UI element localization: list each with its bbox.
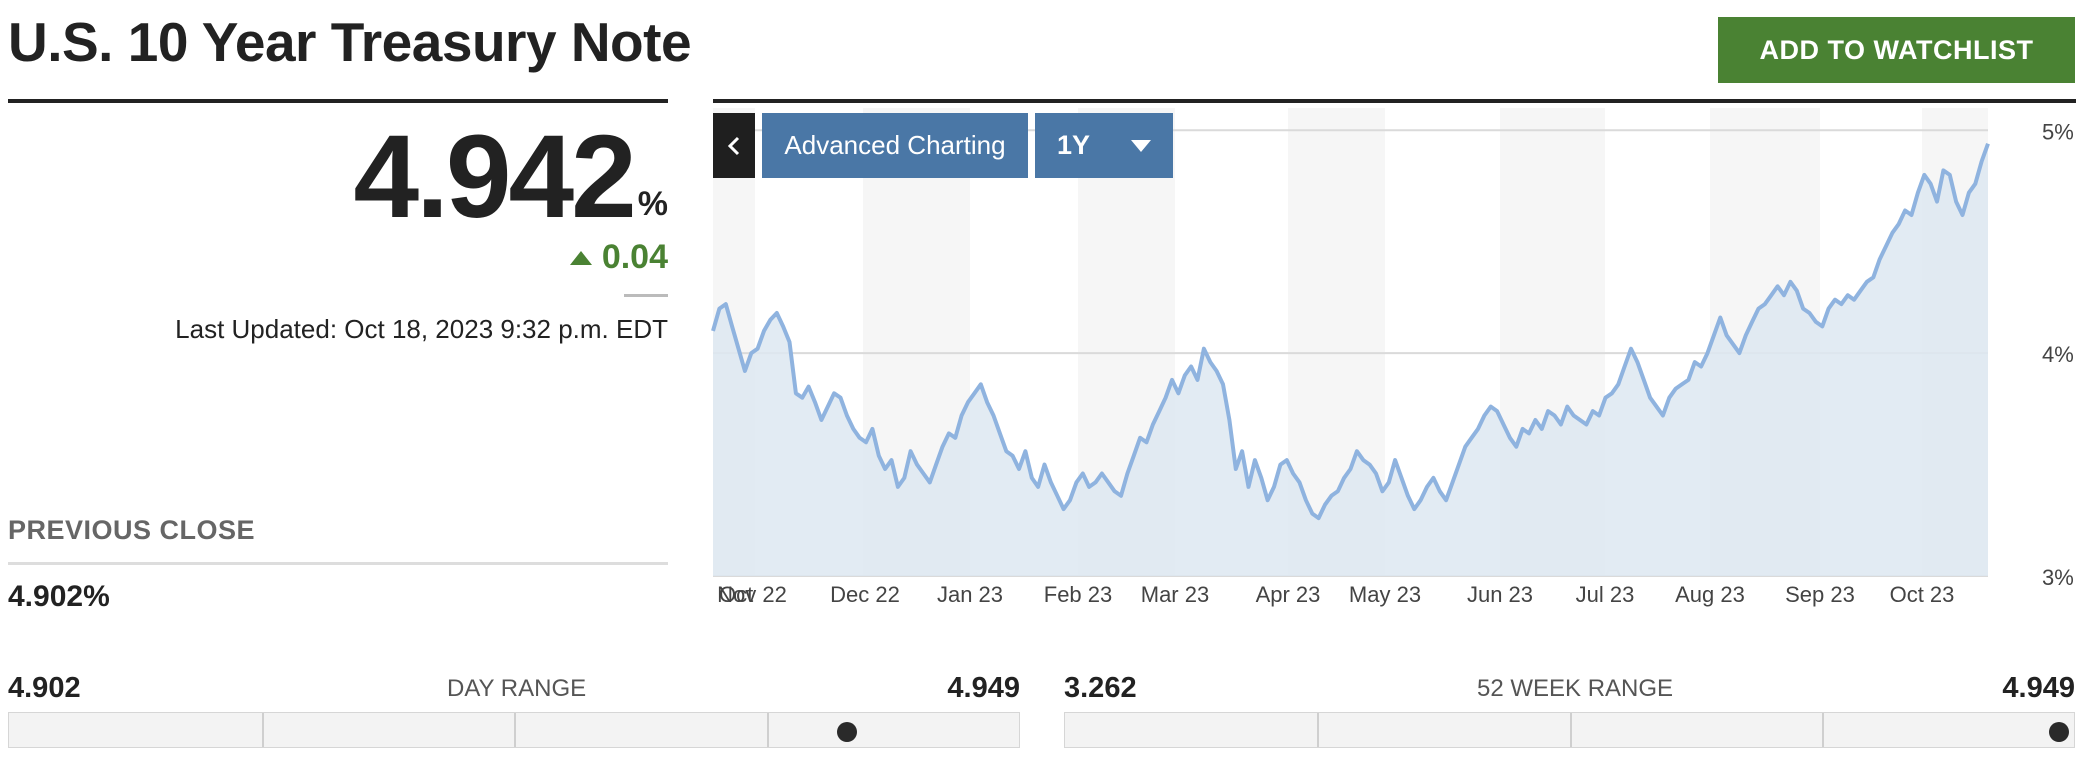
week52-range-low: 3.262 bbox=[1064, 672, 1137, 704]
chart-range-dropdown[interactable]: 1Y bbox=[1035, 113, 1173, 178]
change-divider bbox=[624, 294, 668, 297]
page-title: U.S. 10 Year Treasury Note bbox=[8, 11, 692, 73]
week52-range-high: 4.949 bbox=[2002, 672, 2075, 704]
day-range-label: DAY RANGE bbox=[447, 675, 587, 702]
week52-range-label: 52 WEEK RANGE bbox=[1477, 675, 1674, 702]
range-tick bbox=[261, 713, 264, 747]
series-line bbox=[711, 143, 1990, 521]
header-divider-right bbox=[713, 99, 2076, 103]
x-tick-label: Oct bbox=[719, 582, 753, 607]
previous-close-value: 4.902% bbox=[8, 580, 110, 613]
x-tick-label: Jan 23 bbox=[937, 582, 1003, 607]
x-tick-label: Jul 23 bbox=[1576, 582, 1635, 607]
chart-back-button[interactable] bbox=[713, 113, 755, 178]
quote-change-value: 0.04 bbox=[601, 238, 668, 276]
previous-close-divider bbox=[8, 562, 668, 565]
range-tick bbox=[1821, 713, 1824, 747]
x-tick-label: Dec 22 bbox=[830, 582, 900, 607]
x-tick-label: Feb 23 bbox=[1044, 582, 1113, 607]
last-updated: Last Updated: Oct 18, 2023 9:32 p.m. EDT bbox=[175, 314, 668, 344]
range-tick bbox=[1317, 713, 1320, 747]
y-tick-label: 4% bbox=[2042, 342, 2074, 367]
day-range-bar bbox=[8, 712, 1020, 748]
chart-range-value: 1Y bbox=[1057, 130, 1091, 160]
y-tick-label: 5% bbox=[2042, 119, 2074, 144]
week52-range-marker bbox=[2048, 722, 2069, 742]
day-range-marker bbox=[837, 722, 858, 742]
x-tick-label: Sep 23 bbox=[1785, 582, 1855, 607]
previous-close-label: PREVIOUS CLOSE bbox=[8, 515, 256, 545]
caret-down-icon bbox=[1131, 139, 1151, 152]
day-range-low: 4.902 bbox=[8, 672, 81, 704]
quote-price-unit: % bbox=[637, 185, 668, 223]
quote-change: 0.04 bbox=[569, 238, 668, 277]
y-tick-label: 3% bbox=[2042, 565, 2074, 590]
day-range-high: 4.949 bbox=[947, 672, 1020, 704]
header-divider-left bbox=[8, 99, 668, 103]
arrow-up-icon bbox=[569, 250, 592, 265]
quote-price-block: 4.942 % bbox=[353, 118, 668, 236]
x-tick-label: Nov 22 bbox=[717, 582, 787, 607]
x-tick-label: Jun 23 bbox=[1467, 582, 1533, 607]
x-tick-label: Mar 23 bbox=[1141, 582, 1209, 607]
week52-range-bar bbox=[1064, 712, 2075, 748]
range-tick bbox=[766, 713, 769, 747]
add-to-watchlist-button[interactable]: ADD TO WATCHLIST bbox=[1718, 17, 2075, 83]
chevron-left-icon bbox=[727, 136, 740, 155]
x-tick-label: Oct 23 bbox=[1890, 582, 1955, 607]
x-tick-label: Apr 23 bbox=[1256, 582, 1321, 607]
x-tick-label: May 23 bbox=[1349, 582, 1421, 607]
range-tick bbox=[1569, 713, 1572, 747]
quote-price: 4.942 bbox=[353, 111, 636, 243]
range-tick bbox=[514, 713, 516, 747]
x-tick-label: Aug 23 bbox=[1675, 582, 1745, 607]
advanced-charting-button[interactable]: Advanced Charting bbox=[762, 113, 1028, 178]
series-area bbox=[713, 143, 1988, 576]
